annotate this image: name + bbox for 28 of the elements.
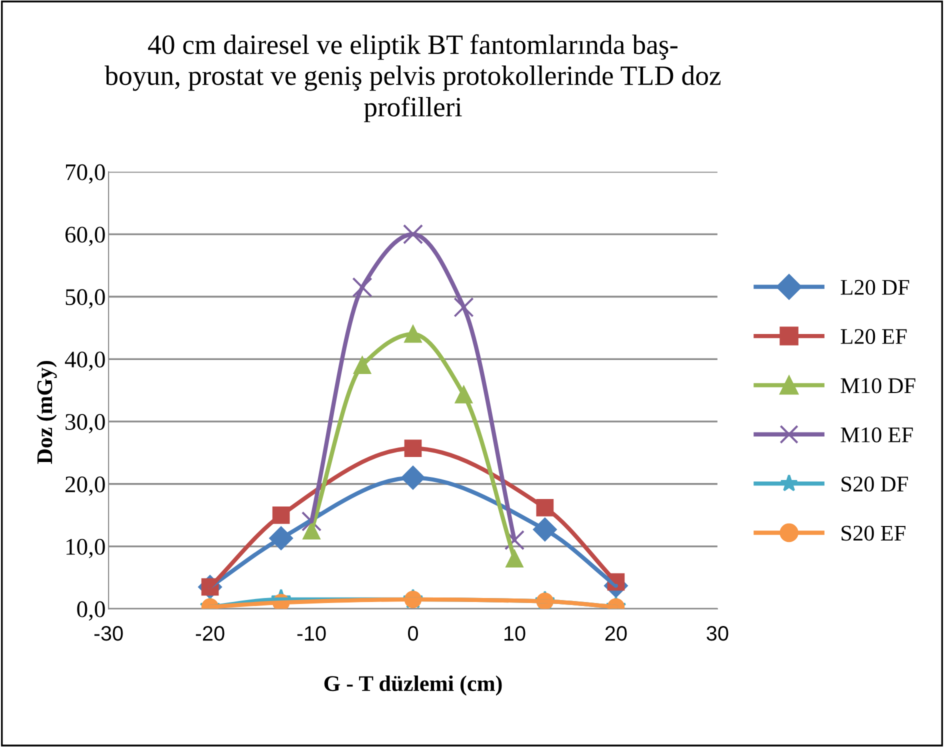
point — [402, 224, 424, 244]
y-tick-label: 30,0 — [66, 414, 105, 434]
y-tick-label: 50,0 — [66, 289, 105, 308]
legend-label: M10 EF — [840, 427, 913, 442]
legend-label: S20 EF — [842, 526, 906, 541]
legend-label: L20 EF — [840, 329, 907, 344]
point — [352, 277, 372, 298]
legend-label: L20 DF — [840, 280, 910, 295]
point — [504, 530, 525, 550]
y-tick-label: 20,0 — [66, 476, 105, 496]
point — [454, 297, 474, 318]
y-tick-label: 10,0 — [66, 538, 105, 558]
y-tick-label: 60,0 — [65, 226, 105, 246]
x-axis-title: G - T düzlemi (cm) — [324, 675, 502, 696]
x-tick-label: 10 — [504, 626, 526, 641]
y-tick-label: 0,0 — [77, 601, 105, 621]
x-tick-label: -20 — [196, 626, 224, 641]
y-axis-title: Doz (mGy) — [36, 360, 57, 464]
y-tick-label: 40,0 — [64, 352, 105, 371]
x-tick-label: 30 — [706, 626, 728, 641]
y-tick-label: 70,0 — [66, 164, 105, 184]
chart-title: 40 cm dairesel ve eliptik BT fantomlarında baş- boyun, prostat ve geniş pelvis protokollerinde TLD doz profilleri — [104, 34, 721, 122]
legend-label: S20 DF — [842, 476, 908, 492]
x-tick-label: -30 — [94, 626, 123, 641]
x-tick-label: 0 — [408, 626, 418, 641]
x-tick-label: 20 — [605, 626, 627, 641]
x-tick-label: -10 — [297, 626, 326, 641]
legend-label: M10 DF — [840, 378, 916, 394]
